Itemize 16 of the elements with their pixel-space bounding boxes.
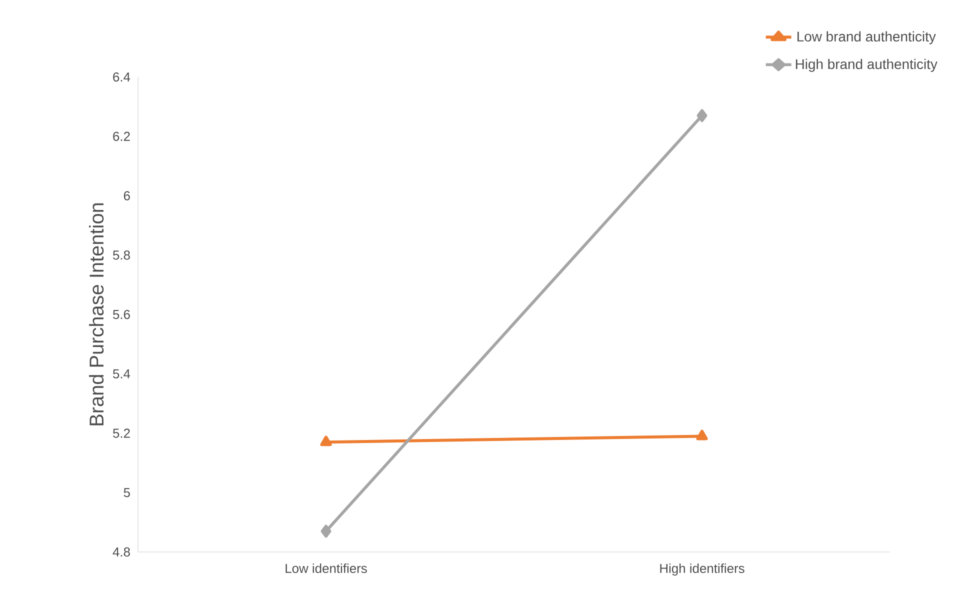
y-tick-label: 6 (124, 191, 130, 200)
y-tick-label: 5.8 (113, 250, 130, 260)
y-tick-label: 5 (124, 488, 130, 498)
x-tick-label: High identifiers (660, 564, 744, 576)
y-tick-label: 5.4 (113, 369, 130, 378)
y-tick-label: 5.6 (113, 310, 130, 320)
legend-label: High brand authenticity (796, 58, 938, 72)
point (696, 109, 708, 122)
y-tick-label: 5.2 (113, 428, 130, 438)
y-tick-label: 4.8 (112, 547, 130, 557)
y-tick-label: 6.4 (113, 72, 130, 82)
y-axis-title: Brand Purchase Intention (89, 203, 104, 426)
point (320, 524, 332, 538)
y-tick-label: 6.2 (113, 132, 130, 141)
legend-label: Low brand authenticity (798, 31, 936, 44)
x-tick-label: Low identifiers (286, 564, 367, 574)
